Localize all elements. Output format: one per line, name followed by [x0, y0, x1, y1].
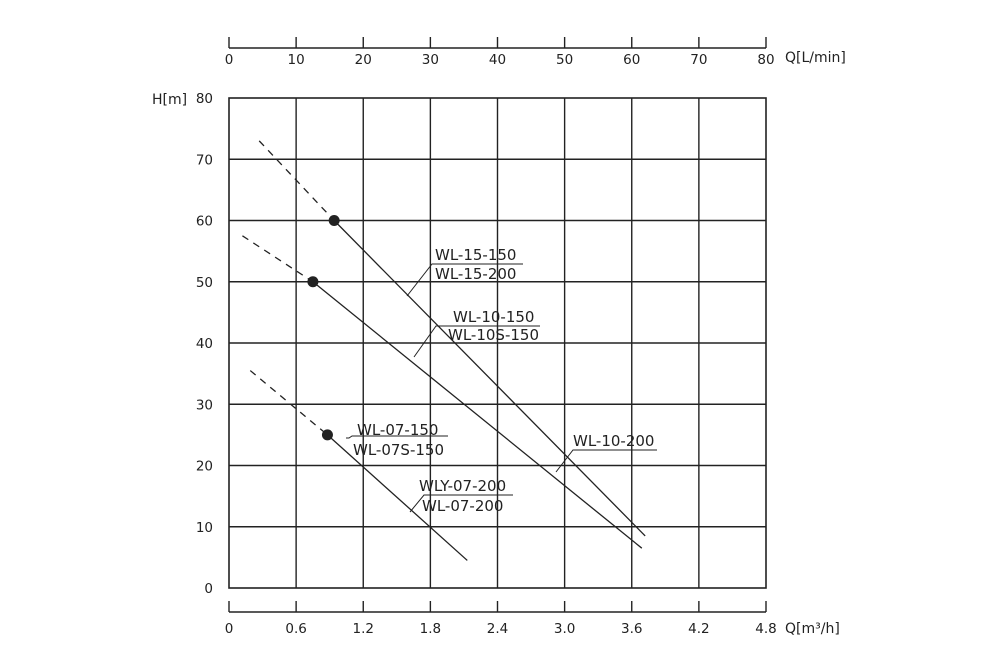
top-axis-tick-label: 50	[556, 52, 573, 68]
bottom-axis-tick-label: 1.8	[420, 621, 441, 637]
y-axis-tick-label: 40	[196, 336, 213, 352]
series-0-curve	[333, 220, 646, 537]
y-axis-tick-label: 50	[196, 275, 213, 291]
top-axis-tick-label: 20	[355, 52, 372, 68]
top-axis-ticks: 0 10 20 30 40 50 60 70 80	[225, 37, 775, 68]
series-1-extrapolated-line	[242, 235, 314, 283]
y-axis-tick-label: 10	[196, 520, 213, 536]
y-axis: 0 10 20 30 40 50 60 70 80 H[m]	[152, 91, 213, 597]
leader-lines	[346, 263, 657, 513]
top-axis-title: Q[L/min]	[785, 50, 846, 66]
series-0-marker	[328, 215, 340, 226]
top-axis-tick-label: 40	[489, 52, 506, 68]
y-axis-title: H[m]	[152, 92, 187, 108]
leader-wl-07s	[346, 435, 448, 439]
y-axis-tick-label: 20	[196, 459, 213, 475]
series-labels: WL-15-150 WL-15-200 WL-10-150 WL-10S-150…	[353, 246, 654, 515]
label-wly-07-200: WLY-07-200	[419, 477, 506, 495]
y-axis-tick-label: 0	[204, 581, 213, 597]
bottom-axis-tick-label: 2.4	[487, 621, 508, 637]
label-wl-15-150: WL-15-150	[435, 246, 516, 264]
series-2-marker	[321, 429, 333, 441]
y-axis-tick-label: 60	[196, 214, 213, 230]
grid	[228, 97, 767, 589]
series-1-curve	[312, 281, 643, 549]
bottom-axis-tick-label: 4.2	[688, 621, 709, 637]
top-axis-tick-label: 30	[422, 52, 439, 68]
bottom-axis-tick-label: 1.2	[353, 621, 374, 637]
bottom-axis-tick-label: 3.0	[554, 621, 575, 637]
label-wl-07-150: WL-07-150	[357, 421, 438, 439]
series-0-extrapolated-line	[258, 140, 335, 221]
bottom-axis-ticks: 0 0.6 1.2 1.8 2.4 3.0 3.6 4.2 4.8	[225, 601, 777, 637]
top-axis-tick-label: 10	[288, 52, 305, 68]
series-2-extrapolated-line	[249, 370, 328, 436]
bottom-axis-tick-label: 0.6	[285, 621, 306, 637]
label-wl-10s-150: WL-10S-150	[448, 326, 539, 344]
bottom-axis: 0 0.6 1.2 1.8 2.4 3.0 3.6 4.2 4.8 Q[m³/h]	[225, 601, 840, 637]
series-1-marker	[307, 276, 319, 288]
top-axis: 0 10 20 30 40 50 60 70 80 Q[L/min]	[225, 37, 846, 68]
bottom-axis-title: Q[m³/h]	[785, 621, 840, 637]
top-axis-tick-label: 0	[225, 52, 234, 68]
leader-wl-07-200	[409, 494, 513, 513]
label-wl-10-200: WL-10-200	[573, 432, 654, 450]
top-axis-tick-label: 70	[690, 52, 707, 68]
top-axis-tick-label: 80	[757, 52, 774, 68]
top-axis-tick-label: 60	[623, 52, 640, 68]
y-axis-tick-label: 80	[196, 91, 213, 107]
label-wl-07s-150: WL-07S-150	[353, 441, 444, 459]
label-wl-10-150: WL-10-150	[453, 308, 534, 326]
leader-wl-10	[413, 325, 540, 358]
y-axis-tick-label: 70	[196, 152, 213, 168]
y-axis-tick-label: 30	[196, 397, 213, 413]
series-layer	[242, 140, 646, 561]
series-2-curve	[327, 434, 468, 561]
label-wl-15-200: WL-15-200	[435, 265, 516, 283]
bottom-axis-tick-label: 3.6	[621, 621, 642, 637]
bottom-axis-tick-label: 0	[225, 621, 234, 637]
bottom-axis-tick-label: 4.8	[755, 621, 776, 637]
leader-wl-10-200	[555, 449, 657, 473]
label-wl-07-200: WL-07-200	[422, 497, 503, 515]
y-axis-tick-labels: 0 10 20 30 40 50 60 70 80	[196, 91, 213, 597]
leader-wl-15	[406, 263, 523, 297]
